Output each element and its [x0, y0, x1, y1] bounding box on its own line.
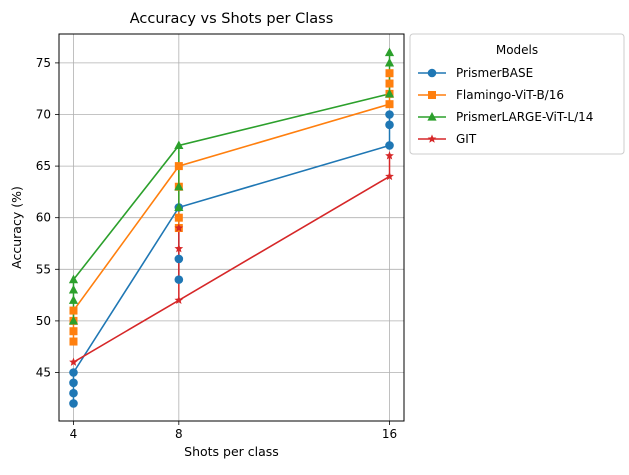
prismerlarge-vit-l-14-point: [68, 284, 79, 294]
prismerbase-point: [385, 120, 394, 130]
y-tick-label: 60: [36, 211, 51, 225]
x-axis-label: Shots per class: [184, 444, 279, 459]
legend-entry-flamingo-vit-b-16: Flamingo-ViT-B/16: [418, 88, 564, 102]
legend-entries: PrismerBASE Flamingo-ViT-B/16 PrismerLARGE…: [418, 66, 593, 146]
prismerlarge-vit-l-14-point: [68, 315, 79, 325]
flamingo-vit-b-16-point: [385, 79, 394, 88]
x-tick-label: 8: [175, 427, 183, 441]
legend-swatch-marker: [427, 134, 437, 143]
y-axis-label: Accuracy (%): [9, 186, 24, 269]
prismerlarge-vit-l-14-point: [174, 140, 184, 150]
x-tick-label: 16: [382, 427, 397, 441]
series-markers: [68, 47, 395, 408]
y-axis-ticks: 45 50 55 60 65 70 75: [36, 56, 59, 379]
legend-label: PrismerBASE: [456, 66, 533, 80]
git-point: [69, 357, 78, 366]
flamingo-vit-b-16-point: [69, 327, 78, 336]
prismerbase-point: [69, 368, 78, 377]
legend-label: GIT: [456, 132, 477, 146]
prismerlarge-vit-l-14-point: [174, 202, 184, 211]
prismerbase-point: [69, 388, 78, 398]
prismerlarge-vit-l-14-point: [68, 274, 79, 284]
prismerlarge-vit-l-14-point: [384, 88, 395, 98]
y-tick-label: 45: [36, 365, 51, 379]
git-point: [174, 223, 184, 232]
git-point: [174, 295, 184, 304]
legend-swatch-marker: [427, 112, 437, 121]
prismerbase-point: [174, 275, 184, 284]
legend-box: [409, 33, 625, 155]
git-point: [174, 244, 184, 253]
y-tick-label: 65: [36, 159, 51, 173]
flamingo-vit-b-16-point: [69, 306, 78, 315]
flamingo-vit-b-16-point: [174, 213, 183, 222]
prismerbase-point: [69, 378, 78, 388]
prismerbase-point: [385, 141, 394, 150]
prismerbase-point: [69, 399, 78, 408]
y-tick-label: 75: [36, 56, 51, 70]
legend-swatch-marker: [427, 68, 437, 78]
prismerlarge-vit-l-14-point: [174, 181, 184, 191]
legend-swatch-marker: [428, 91, 436, 99]
legend-label: PrismerLARGE-ViT-L/14: [456, 110, 593, 124]
plot-frame: [58, 33, 405, 422]
x-tick-label: 4: [70, 427, 78, 441]
flamingo-vit-b-16-point: [385, 69, 394, 78]
prismerlarge-vit-l-14-point: [384, 57, 395, 67]
git-point: [385, 151, 394, 160]
prismerlarge-vit-l-14-point: [384, 47, 395, 57]
flamingo-vit-b-16-point: [385, 100, 394, 109]
git-point: [385, 171, 394, 181]
legend-label: Flamingo-ViT-B/16: [456, 88, 564, 102]
prismerbase-point: [174, 254, 184, 264]
legend: Models PrismerBASEFlamingo-ViT-B/16Prism…: [409, 33, 625, 155]
legend-title: Models: [496, 43, 538, 57]
y-tick-label: 70: [36, 107, 51, 121]
legend-entry-git: GIT: [418, 132, 477, 146]
flamingo-vit-b-16-point: [69, 337, 78, 346]
flamingo-vit-b-16-point: [174, 162, 183, 171]
chart-title: Accuracy vs Shots per Class: [130, 11, 334, 27]
prismerlarge-vit-l-14-point: [68, 295, 79, 304]
y-tick-label: 55: [36, 262, 51, 276]
y-tick-label: 50: [36, 314, 51, 328]
prismerbase-point: [385, 110, 394, 119]
legend-entry-prismerbase: PrismerBASE: [418, 66, 533, 80]
legend-entry-prismerlarge-vit-l-14: PrismerLARGE-ViT-L/14: [418, 110, 593, 124]
x-axis-ticks: 4 8 16: [70, 421, 397, 441]
